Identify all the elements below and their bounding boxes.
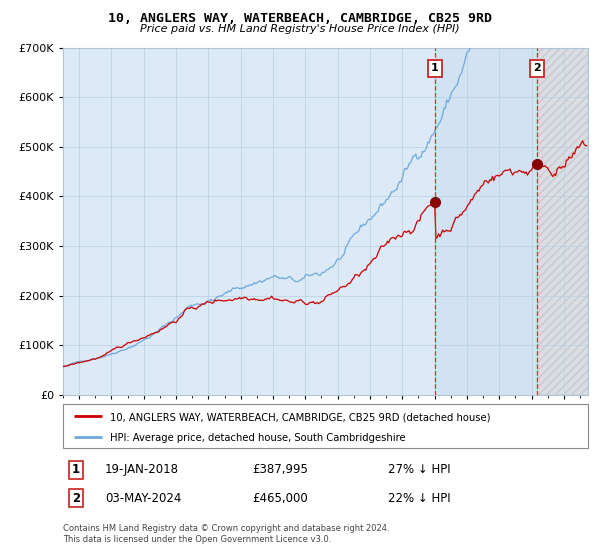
Text: 1: 1 [72, 463, 80, 477]
Text: 03-MAY-2024: 03-MAY-2024 [105, 492, 181, 505]
Text: Price paid vs. HM Land Registry's House Price Index (HPI): Price paid vs. HM Land Registry's House … [140, 24, 460, 34]
Text: £465,000: £465,000 [252, 492, 308, 505]
Text: 2: 2 [533, 63, 541, 73]
Text: 10, ANGLERS WAY, WATERBEACH, CAMBRIDGE, CB25 9RD (detached house): 10, ANGLERS WAY, WATERBEACH, CAMBRIDGE, … [110, 412, 491, 422]
Text: £387,995: £387,995 [252, 463, 308, 477]
Text: 10, ANGLERS WAY, WATERBEACH, CAMBRIDGE, CB25 9RD: 10, ANGLERS WAY, WATERBEACH, CAMBRIDGE, … [108, 12, 492, 25]
Text: Contains HM Land Registry data © Crown copyright and database right 2024.
This d: Contains HM Land Registry data © Crown c… [63, 524, 389, 544]
Text: 27% ↓ HPI: 27% ↓ HPI [389, 463, 451, 477]
Text: 1: 1 [431, 63, 439, 73]
Text: 2: 2 [72, 492, 80, 505]
Text: 22% ↓ HPI: 22% ↓ HPI [389, 492, 451, 505]
Bar [434, 48, 537, 395]
Bar [537, 48, 588, 395]
Text: 19-JAN-2018: 19-JAN-2018 [105, 463, 179, 477]
Text: HPI: Average price, detached house, South Cambridgeshire: HPI: Average price, detached house, Sout… [110, 433, 406, 444]
